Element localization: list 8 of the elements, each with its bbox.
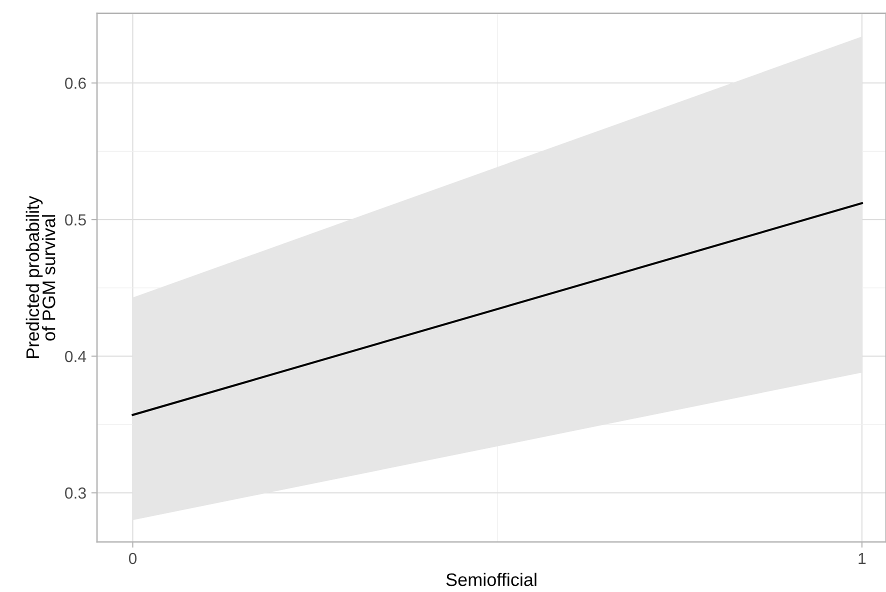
y-tick-label: 0.3 [65,487,86,499]
y-tick-label: 0.4 [65,350,86,362]
y-tick-label: 0.5 [65,214,86,226]
y-axis-title: Predicted probability of PGM survival [26,196,56,358]
y-tick-label: 0.6 [65,78,86,89]
x-tick-label: 1 [858,552,866,564]
x-axis-title: Semiofficial [446,572,536,586]
x-tick-label: 0 [128,552,137,564]
